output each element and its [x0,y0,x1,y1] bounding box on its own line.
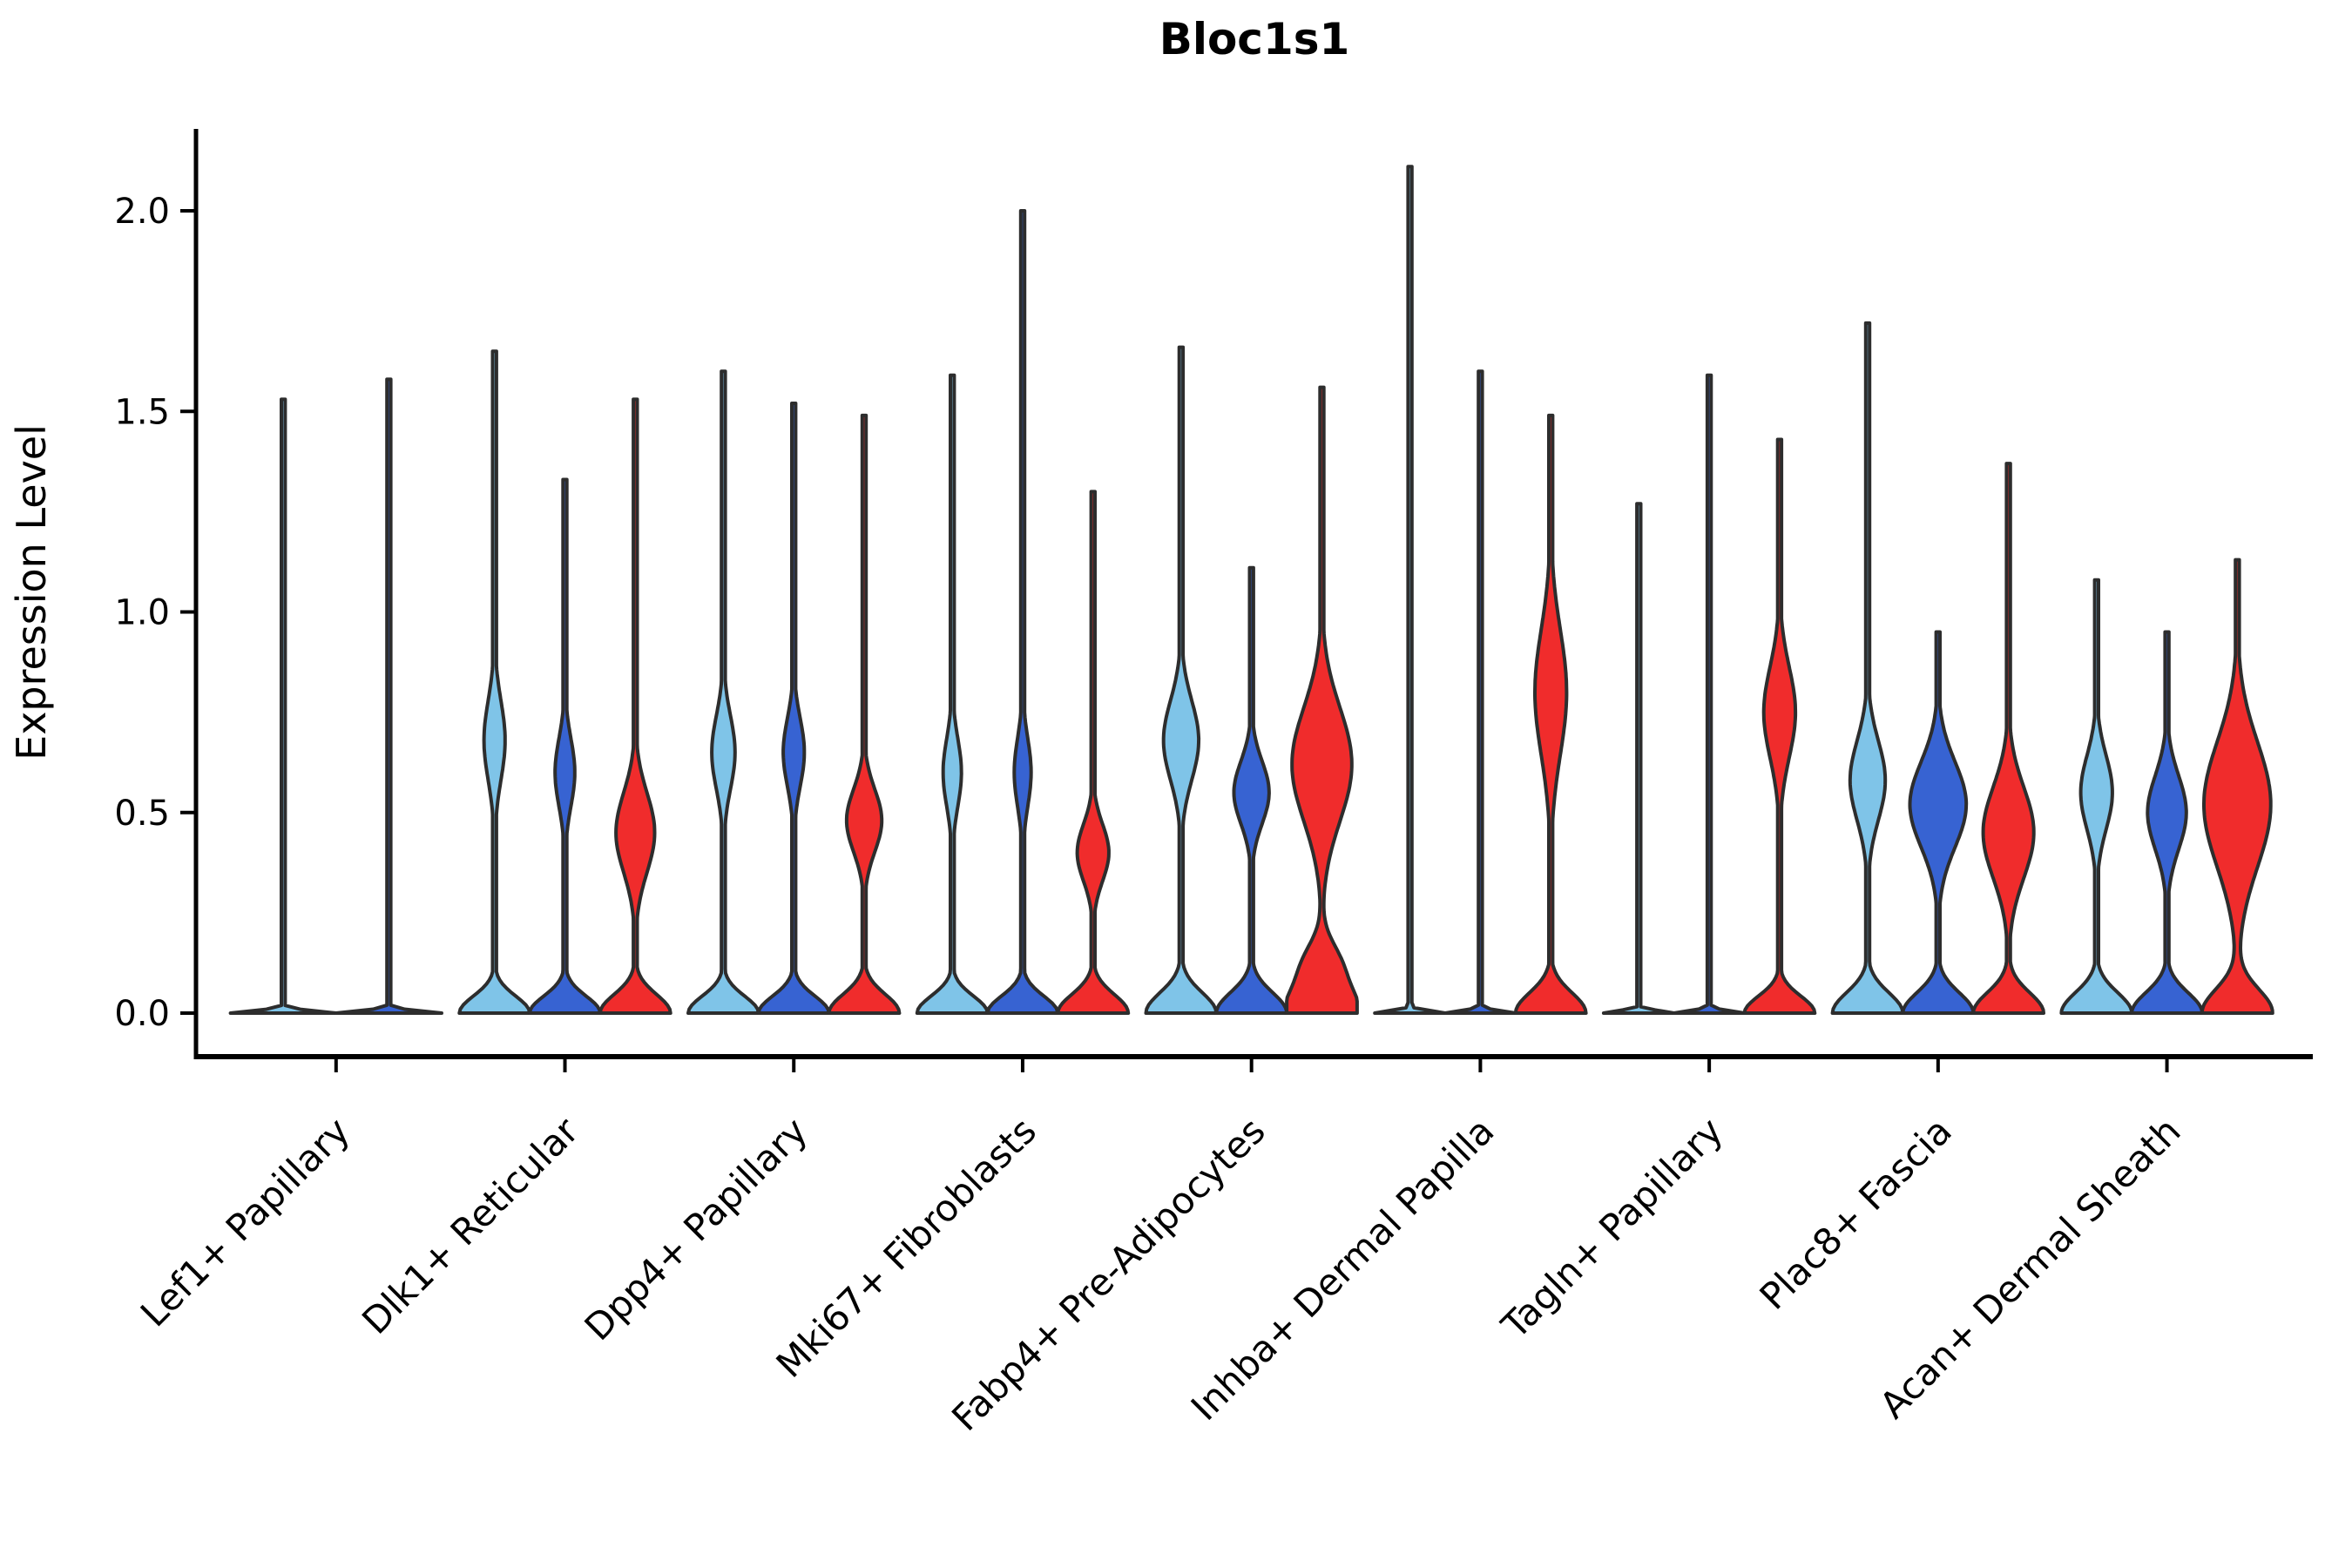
violin-blue [985,209,1060,1015]
violin-light_blue [2059,578,2134,1015]
y-tick-label: 2.0 [114,192,170,232]
violin-red [1742,437,1817,1015]
violin-blue [756,402,831,1015]
violin-red [1285,385,1359,1015]
y-tick-label: 0.0 [114,994,170,1034]
violin-blue [1443,369,1517,1015]
x-category-label: Mki67+ Fibroblasts [768,1109,1044,1385]
violin-red [598,397,672,1015]
violin-red [1971,462,2045,1015]
y-tick-label: 0.5 [114,794,170,834]
violin-red [1513,413,1588,1015]
violin-blue [1672,373,1747,1015]
violin-light_blue [915,373,990,1015]
violin-light_blue [686,369,760,1015]
violin-red [827,413,902,1015]
violin-light_blue [1601,502,1676,1015]
violins-layer [228,165,2274,1015]
violin-red [2200,558,2274,1015]
violin-light_blue [1144,345,1219,1015]
y-tick-label: 1.0 [114,593,170,633]
violin-blue [334,377,443,1015]
violin-light_blue [1373,165,1447,1015]
violin-blue [528,477,602,1015]
chart-title: Bloc1s1 [1159,14,1350,64]
x-category-label: Dlk1+ Reticular [354,1109,587,1342]
axes-layer [193,129,2313,1059]
x-category-label: Tagln+ Papillary [1493,1109,1731,1347]
violin-blue [2130,630,2204,1015]
y-axis-ticks: 0.0 0.5 1.0 1.5 2.0 [114,192,196,1034]
x-category-label: Lef1+ Papillary [132,1109,358,1335]
violin-light_blue [228,397,338,1015]
x-category-label: Plac8+ Fascia [1752,1109,1960,1317]
violin-blue [1901,630,1976,1015]
violin-blue [1214,565,1289,1015]
violin-red [1056,490,1131,1015]
x-category-label: Dpp4+ Papillary [577,1109,816,1348]
y-tick-label: 1.5 [114,392,170,432]
y-axis-label: Expression Level [8,424,55,760]
violin-light_blue [457,349,532,1015]
violin-light_blue [1830,321,1905,1015]
